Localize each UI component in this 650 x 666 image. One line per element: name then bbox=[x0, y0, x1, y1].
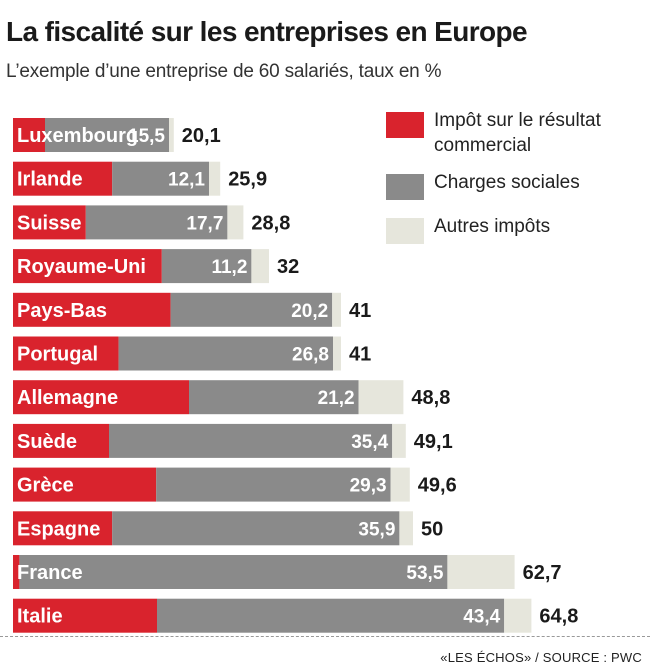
bar-charges-royaume-uni bbox=[161, 249, 252, 284]
legend-label-charges: Charges sociales bbox=[434, 172, 580, 193]
legend-label-impot-line1: Impôt sur le résultat bbox=[434, 110, 601, 131]
total-label-suisse: 28,8 bbox=[251, 212, 290, 234]
bar-charges-portugal bbox=[118, 336, 333, 371]
chart-title: La fiscalité sur les entreprises en Euro… bbox=[6, 16, 528, 47]
bar-impot-portugal bbox=[13, 336, 119, 371]
data-label-charges-pays-bas: 20,2 bbox=[291, 301, 328, 322]
bar-charges-suede bbox=[109, 423, 393, 458]
bar-autres-italie bbox=[504, 598, 532, 633]
category-label-suede: Suède bbox=[17, 431, 77, 453]
total-label-irlande: 25,9 bbox=[228, 169, 267, 191]
footer-divider bbox=[0, 636, 650, 637]
bar-autres-suede bbox=[392, 423, 406, 458]
category-label-france: France bbox=[17, 562, 83, 584]
bar-autres-irlande bbox=[209, 161, 221, 196]
total-label-italie: 64,8 bbox=[539, 606, 578, 628]
total-label-suede: 49,1 bbox=[414, 431, 453, 453]
data-label-charges-allemagne: 21,2 bbox=[318, 388, 355, 409]
bar-impot-allemagne bbox=[13, 380, 189, 415]
bar-autres-royaume-uni bbox=[251, 249, 269, 284]
bar-impot-pays-bas bbox=[13, 292, 171, 327]
data-label-charges-suisse: 17,7 bbox=[186, 213, 223, 234]
legend-label-impot-line2: commercial bbox=[434, 135, 532, 156]
category-label-portugal: Portugal bbox=[17, 344, 98, 366]
chart-subtitle: L’exemple d’une entreprise de 60 salarié… bbox=[6, 61, 442, 82]
bar-autres-suisse bbox=[227, 205, 244, 240]
data-label-charges-espagne: 35,9 bbox=[358, 519, 395, 540]
data-label-charges-luxembourg: 15,5 bbox=[128, 126, 165, 147]
bar-autres-pays-bas bbox=[332, 292, 341, 327]
data-label-charges-portugal: 26,8 bbox=[292, 345, 329, 366]
bar-charges-grece bbox=[156, 467, 391, 502]
legend-swatch-autres bbox=[386, 218, 424, 244]
legend-label-impot: Impôt sur le résultat commercial bbox=[434, 108, 601, 158]
data-label-charges-grece: 29,3 bbox=[350, 476, 387, 497]
category-label-royaume-uni: Royaume-Uni bbox=[17, 256, 146, 278]
bar-charges-espagne bbox=[112, 511, 400, 546]
bar-impot-luxembourg bbox=[13, 118, 45, 152]
bar-charges-pays-bas bbox=[170, 292, 333, 327]
bar-charges-allemagne bbox=[189, 380, 359, 415]
bar-impot-royaume-uni bbox=[13, 249, 162, 284]
category-label-allemagne: Allemagne bbox=[17, 387, 118, 409]
total-label-pays-bas: 41 bbox=[349, 300, 371, 322]
category-label-grece: Grèce bbox=[17, 475, 74, 497]
data-label-charges-suede: 35,4 bbox=[351, 432, 388, 453]
legend-swatch-charges bbox=[386, 174, 424, 200]
bar-charges-suisse bbox=[85, 205, 228, 240]
bar-impot-grece bbox=[13, 467, 157, 502]
bar-autres-grece bbox=[390, 467, 410, 502]
bar-charges-irlande bbox=[112, 161, 209, 196]
bar-autres-france bbox=[447, 555, 515, 589]
bar-impot-espagne bbox=[13, 511, 113, 546]
source-credit: «LES ÉCHOS» / SOURCE : PWC bbox=[440, 650, 642, 665]
bar-charges-luxembourg bbox=[45, 118, 169, 152]
category-label-suisse: Suisse bbox=[17, 212, 81, 234]
total-label-royaume-uni: 32 bbox=[277, 256, 299, 278]
data-label-charges-royaume-uni: 11,2 bbox=[211, 257, 247, 278]
legend-label-autres: Autres impôts bbox=[434, 216, 551, 237]
bar-charges-italie bbox=[157, 598, 505, 633]
bar-autres-portugal bbox=[333, 336, 341, 371]
bar-impot-italie bbox=[13, 598, 157, 633]
total-label-france: 62,7 bbox=[523, 562, 562, 584]
category-label-luxembourg: Luxembourg bbox=[17, 125, 138, 147]
data-label-charges-irlande: 12,1 bbox=[168, 170, 205, 191]
total-label-espagne: 50 bbox=[421, 518, 443, 540]
bar-autres-espagne bbox=[399, 511, 413, 546]
total-label-allemagne: 48,8 bbox=[411, 387, 450, 409]
legend-swatch-impot bbox=[386, 112, 424, 138]
total-label-grece: 49,6 bbox=[418, 475, 457, 497]
category-label-pays-bas: Pays-Bas bbox=[17, 300, 107, 322]
total-label-luxembourg: 20,1 bbox=[182, 125, 221, 147]
bar-charges-france bbox=[19, 555, 448, 589]
bar-autres-allemagne bbox=[358, 380, 404, 415]
bar-impot-france bbox=[13, 555, 20, 589]
bar-autres-luxembourg bbox=[169, 118, 174, 152]
category-label-espagne: Espagne bbox=[17, 518, 100, 540]
bar-impot-suisse bbox=[13, 205, 86, 240]
category-label-italie: Italie bbox=[17, 606, 63, 628]
data-label-charges-france: 53,5 bbox=[406, 563, 443, 584]
bar-impot-suede bbox=[13, 423, 109, 458]
total-label-portugal: 41 bbox=[349, 344, 371, 366]
data-label-charges-italie: 43,4 bbox=[463, 607, 500, 628]
bar-impot-irlande bbox=[13, 161, 113, 196]
category-label-irlande: Irlande bbox=[17, 169, 83, 191]
